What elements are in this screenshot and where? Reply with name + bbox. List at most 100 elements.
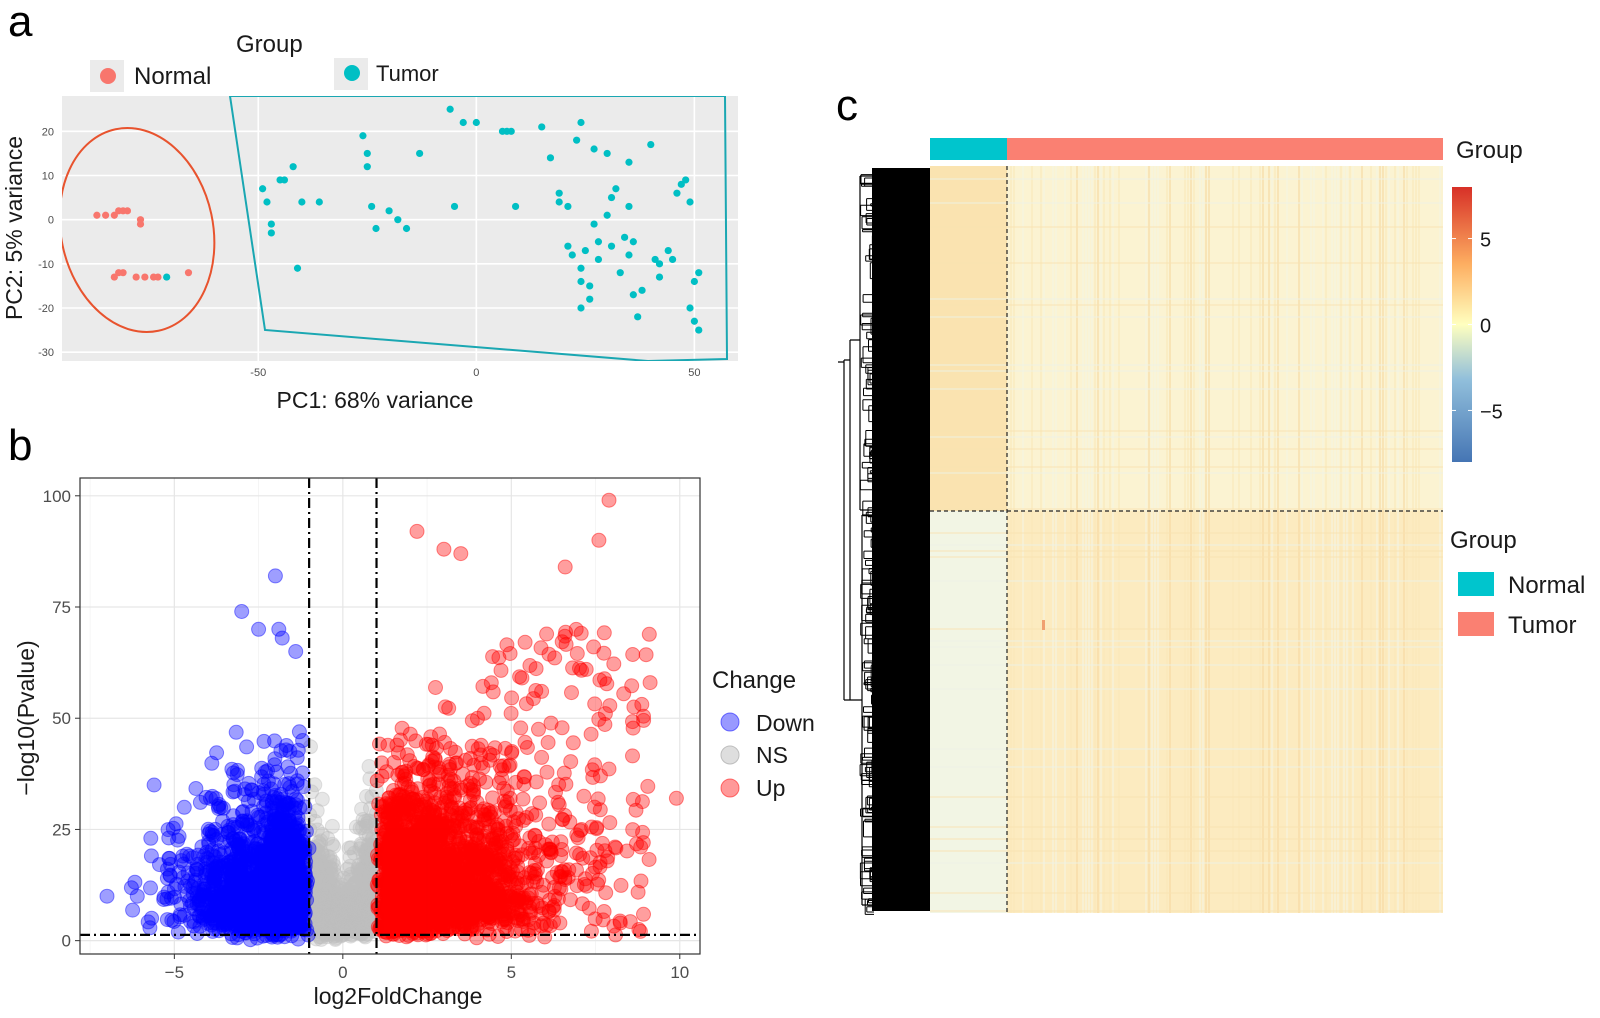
pca-point-normal bbox=[184, 269, 193, 277]
volcano-point-ns bbox=[352, 862, 368, 878]
volcano-point-up bbox=[596, 645, 612, 661]
pca-point-tumor bbox=[267, 229, 275, 237]
heatmap-column-stripe bbox=[1262, 166, 1264, 913]
volcano-point-ns bbox=[342, 888, 358, 904]
heatmap-row-stripe bbox=[930, 646, 1443, 648]
volcano-point-ns bbox=[348, 907, 364, 923]
pca-point-tumor bbox=[577, 118, 585, 127]
volcano-point-down bbox=[251, 621, 267, 637]
volcano-point-ns bbox=[328, 930, 343, 946]
volcano-point-ns bbox=[336, 902, 352, 917]
volcano-point-ns bbox=[336, 911, 352, 927]
volcano-point-up bbox=[372, 875, 388, 891]
volcano-point-ns bbox=[351, 903, 367, 919]
volcano-point-ns bbox=[322, 849, 338, 865]
b-xtick-label: −5 bbox=[165, 963, 184, 982]
volcano-point-up bbox=[504, 744, 520, 759]
volcano-point-ns bbox=[310, 838, 326, 854]
volcano-point-ns bbox=[358, 912, 374, 928]
volcano-point-ns bbox=[328, 922, 343, 938]
pca-point-tumor bbox=[280, 176, 289, 184]
volcano-point-ns bbox=[311, 861, 327, 877]
volcano-point-ns bbox=[359, 789, 374, 804]
heatmap-column-stripe bbox=[1406, 166, 1408, 913]
volcano-point-ns bbox=[352, 925, 368, 941]
heatmap-column-stripe bbox=[1376, 166, 1378, 913]
volcano-point-up bbox=[569, 827, 585, 843]
volcano-point-ns bbox=[358, 847, 374, 863]
pca-point-tumor bbox=[372, 224, 380, 233]
volcano-point-ns bbox=[340, 917, 355, 933]
annotation-bar-tumor bbox=[1007, 138, 1443, 160]
volcano-point-down bbox=[295, 733, 311, 748]
volcano-point-ns bbox=[339, 912, 355, 928]
heatmap-column-stripe bbox=[1103, 166, 1105, 913]
volcano-point-ns bbox=[330, 915, 346, 931]
colorbar-tick-label: 0 bbox=[1480, 316, 1491, 338]
volcano-point-up bbox=[432, 726, 447, 742]
volcano-point-ns bbox=[319, 900, 335, 916]
pca-point-tumor bbox=[629, 291, 637, 299]
volcano-point-ns bbox=[315, 916, 330, 932]
volcano-point-up bbox=[572, 660, 587, 676]
volcano-point-ns bbox=[303, 911, 318, 927]
volcano-point-up bbox=[452, 831, 468, 847]
pca-point-normal bbox=[136, 220, 145, 228]
volcano-point-ns bbox=[319, 917, 334, 933]
volcano-point-ns bbox=[340, 908, 356, 924]
volcano-point-down bbox=[129, 888, 145, 904]
volcano-point-ns bbox=[342, 902, 357, 918]
panel-b-legend-down: Down bbox=[756, 710, 815, 736]
pca-point-tumor bbox=[555, 189, 563, 197]
a-xtick-label: 0 bbox=[473, 367, 479, 379]
volcano-point-ns bbox=[353, 909, 369, 925]
volcano-point-ns bbox=[330, 911, 346, 927]
pca-point-tumor bbox=[616, 269, 624, 277]
volcano-point-ns bbox=[316, 905, 332, 921]
volcano-point-ns bbox=[328, 901, 344, 917]
volcano-point-ns bbox=[313, 909, 329, 925]
heatmap-column-stripe bbox=[1157, 166, 1159, 913]
volcano-point-up bbox=[453, 546, 469, 562]
volcano-point-down bbox=[208, 791, 224, 806]
volcano-point-ns bbox=[351, 869, 367, 885]
volcano-point-ns bbox=[317, 869, 333, 885]
volcano-point-ns bbox=[316, 871, 332, 887]
volcano-point-down bbox=[274, 804, 290, 820]
volcano-point-up bbox=[625, 791, 641, 807]
volcano-point-ns bbox=[315, 848, 331, 864]
heatmap-column-stripe bbox=[1202, 166, 1204, 913]
volcano-point-ns bbox=[345, 902, 361, 918]
volcano-point-ns bbox=[342, 907, 358, 922]
pca-point-tumor bbox=[298, 198, 306, 206]
volcano-point-up bbox=[380, 737, 396, 753]
volcano-point-ns bbox=[313, 905, 328, 921]
heatmap-column-stripe bbox=[1250, 166, 1252, 913]
volcano-point-ns bbox=[356, 878, 372, 894]
heatmap-column-stripe bbox=[1100, 166, 1102, 913]
volcano-point-ns bbox=[343, 922, 359, 938]
heatmap-column-stripe bbox=[1184, 166, 1186, 913]
volcano-point-up bbox=[557, 628, 573, 644]
heatmap-column-stripe bbox=[1055, 166, 1057, 913]
volcano-point-ns bbox=[359, 901, 375, 917]
volcano-point-down bbox=[230, 907, 246, 923]
volcano-point-down bbox=[171, 828, 187, 844]
volcano-point-ns bbox=[307, 777, 323, 793]
volcano-point-up bbox=[444, 800, 460, 816]
volcano-point-down bbox=[289, 867, 305, 883]
volcano-point-ns bbox=[328, 894, 344, 910]
volcano-point-down bbox=[267, 568, 283, 584]
volcano-point-ns bbox=[347, 914, 363, 930]
volcano-point-up bbox=[606, 656, 622, 672]
volcano-point-ns bbox=[363, 861, 379, 877]
volcano-point-up bbox=[442, 909, 458, 925]
heatmap-column-stripe bbox=[1085, 166, 1087, 913]
volcano-point-ns bbox=[355, 908, 371, 924]
volcano-point-up bbox=[624, 678, 640, 694]
heatmap-column-stripe bbox=[1277, 166, 1279, 913]
heatmap-row-stripe bbox=[930, 430, 1443, 432]
volcano-point-ns bbox=[323, 917, 339, 933]
volcano-point-up bbox=[524, 806, 540, 822]
